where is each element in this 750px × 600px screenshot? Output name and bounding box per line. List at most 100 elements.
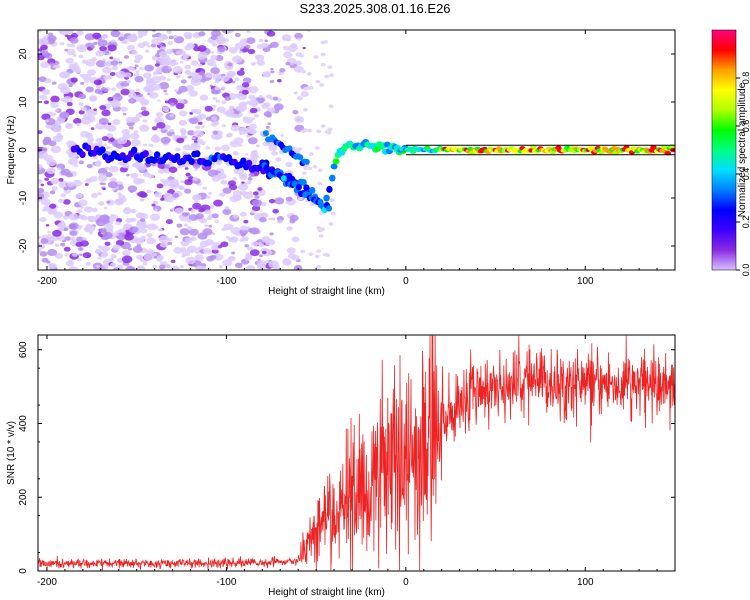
noise-speckle bbox=[58, 198, 65, 204]
noise-speckle bbox=[124, 233, 134, 241]
noise-speckle bbox=[62, 199, 71, 205]
noise-speckle bbox=[261, 202, 267, 207]
noise-speckle bbox=[117, 192, 122, 196]
colorbar-tick-label: 0.2 bbox=[741, 216, 750, 229]
noise-speckle bbox=[258, 243, 265, 248]
noise-speckle bbox=[156, 255, 164, 261]
noise-speckle bbox=[108, 127, 112, 131]
noise-speckle bbox=[234, 77, 240, 82]
ridge-blob bbox=[326, 185, 333, 193]
noise-speckle bbox=[240, 225, 248, 231]
noise-speckle bbox=[66, 102, 73, 107]
noise-speckle bbox=[212, 130, 219, 135]
noise-speckle bbox=[93, 108, 98, 112]
noise-speckle bbox=[51, 186, 58, 191]
noise-speckle bbox=[173, 34, 178, 38]
noise-speckle bbox=[158, 51, 168, 57]
noise-speckle bbox=[136, 265, 145, 270]
noise-speckle bbox=[73, 118, 82, 125]
noise-speckle bbox=[221, 37, 229, 43]
noise-speckle bbox=[293, 264, 303, 270]
noise-speckle bbox=[192, 176, 199, 181]
noise-speckle bbox=[190, 60, 199, 66]
noise-speckle bbox=[154, 191, 162, 198]
ridge-blob bbox=[153, 151, 161, 159]
ridge-blob bbox=[286, 145, 293, 152]
noise-speckle bbox=[68, 222, 80, 230]
noise-speckle bbox=[87, 137, 95, 143]
noise-speckle bbox=[103, 88, 109, 93]
noise-speckle bbox=[143, 253, 155, 261]
noise-speckle bbox=[167, 40, 173, 45]
noise-speckle bbox=[157, 168, 166, 174]
noise-speckle bbox=[231, 251, 236, 255]
noise-speckle bbox=[38, 163, 43, 171]
noise-speckle bbox=[254, 54, 261, 59]
noise-speckle bbox=[134, 64, 139, 68]
noise-speckle bbox=[103, 75, 110, 80]
noise-speckle bbox=[320, 124, 326, 128]
noise-speckle bbox=[227, 237, 235, 242]
noise-speckle bbox=[192, 136, 196, 140]
noise-speckle bbox=[39, 94, 47, 100]
noise-speckle bbox=[248, 123, 257, 130]
noise-speckle bbox=[258, 95, 263, 98]
noise-speckle bbox=[139, 198, 145, 202]
noise-speckle bbox=[163, 168, 171, 174]
noise-speckle bbox=[139, 218, 146, 223]
noise-speckle bbox=[137, 30, 148, 37]
noise-speckle bbox=[151, 38, 162, 46]
noise-speckle bbox=[48, 203, 57, 209]
noise-speckle bbox=[89, 231, 93, 235]
noise-speckle bbox=[40, 238, 49, 244]
noise-speckle bbox=[279, 67, 286, 73]
noise-speckle bbox=[85, 261, 91, 266]
noise-speckle bbox=[210, 116, 218, 121]
noise-speckle bbox=[125, 116, 135, 124]
noise-speckle bbox=[300, 91, 309, 97]
noise-speckle bbox=[166, 78, 171, 81]
noise-speckle bbox=[47, 248, 58, 256]
snr-series-line bbox=[38, 335, 675, 571]
noise-speckle bbox=[47, 230, 51, 234]
noise-speckle bbox=[144, 172, 149, 176]
ridge-blob bbox=[303, 158, 310, 165]
noise-speckle bbox=[38, 130, 43, 134]
noise-speckle bbox=[168, 166, 178, 173]
noise-speckle bbox=[194, 250, 201, 254]
noise-speckle bbox=[214, 80, 220, 84]
noise-speckle bbox=[242, 193, 247, 196]
noise-speckle bbox=[70, 77, 78, 83]
noise-speckle bbox=[72, 179, 83, 187]
noise-speckle bbox=[63, 246, 71, 252]
noise-speckle bbox=[210, 121, 218, 127]
noise-speckle bbox=[77, 224, 83, 229]
noise-speckle bbox=[168, 35, 174, 40]
noise-speckle bbox=[164, 164, 170, 169]
noise-speckle bbox=[89, 218, 94, 222]
noise-speckle bbox=[129, 126, 134, 130]
noise-speckle bbox=[131, 50, 138, 55]
noise-speckle bbox=[293, 91, 298, 95]
noise-speckle bbox=[118, 62, 123, 66]
noise-speckle bbox=[276, 79, 282, 83]
noise-speckle bbox=[208, 225, 213, 228]
noise-speckle bbox=[205, 195, 211, 199]
noise-speckle bbox=[78, 160, 85, 165]
noise-speckle bbox=[115, 233, 120, 236]
noise-speckle bbox=[139, 124, 150, 132]
top-y-axis-label: Frequency (Hz) bbox=[6, 116, 17, 185]
noise-speckle bbox=[105, 172, 113, 178]
noise-speckle bbox=[319, 83, 325, 87]
noise-speckle bbox=[157, 228, 163, 232]
noise-speckle bbox=[210, 51, 215, 54]
noise-speckle bbox=[283, 51, 293, 59]
noise-speckle bbox=[250, 62, 257, 66]
ridge-blob bbox=[332, 158, 340, 165]
ridge-blob bbox=[79, 151, 86, 159]
noise-speckle bbox=[204, 224, 209, 228]
noise-speckle bbox=[171, 207, 175, 211]
ridge-blob bbox=[664, 150, 672, 156]
noise-speckle bbox=[98, 117, 109, 125]
noise-speckle bbox=[167, 241, 173, 246]
